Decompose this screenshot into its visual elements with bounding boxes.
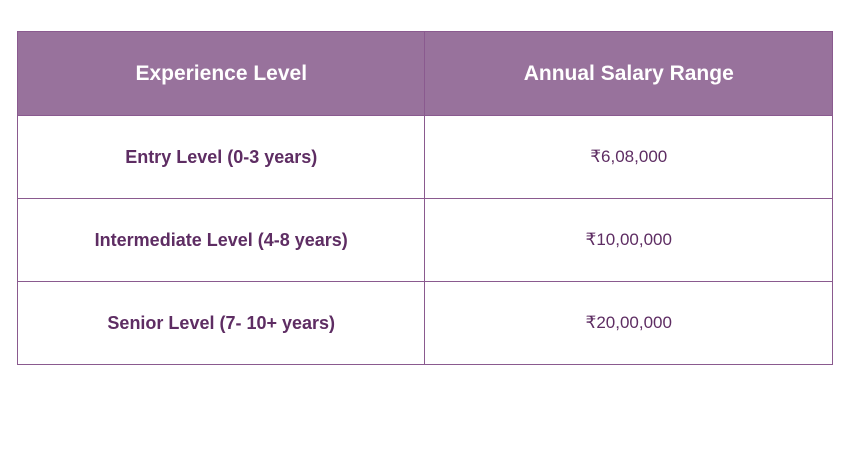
table-row: Intermediate Level (4-8 years) ₹10,00,00… — [16, 198, 833, 282]
header-annual-salary-range: Annual Salary Range — [424, 31, 833, 116]
table-header: Experience Level Annual Salary Range — [16, 31, 833, 116]
table-row: Senior Level (7- 10+ years) ₹20,00,000 — [16, 281, 833, 365]
table-body: Entry Level (0-3 years) ₹6,08,000 Interm… — [16, 115, 833, 365]
table-row: Entry Level (0-3 years) ₹6,08,000 — [16, 115, 833, 199]
salary-cell: ₹20,00,000 — [424, 281, 833, 365]
experience-level-cell: Senior Level (7- 10+ years) — [16, 281, 426, 365]
salary-table: Experience Level Annual Salary Range Ent… — [16, 31, 833, 365]
header-row: Experience Level Annual Salary Range — [16, 31, 833, 116]
salary-cell: ₹6,08,000 — [424, 115, 833, 199]
salary-cell: ₹10,00,000 — [424, 198, 833, 282]
header-experience-level: Experience Level — [16, 31, 426, 116]
experience-level-cell: Intermediate Level (4-8 years) — [16, 198, 426, 282]
experience-level-cell: Entry Level (0-3 years) — [16, 115, 426, 199]
